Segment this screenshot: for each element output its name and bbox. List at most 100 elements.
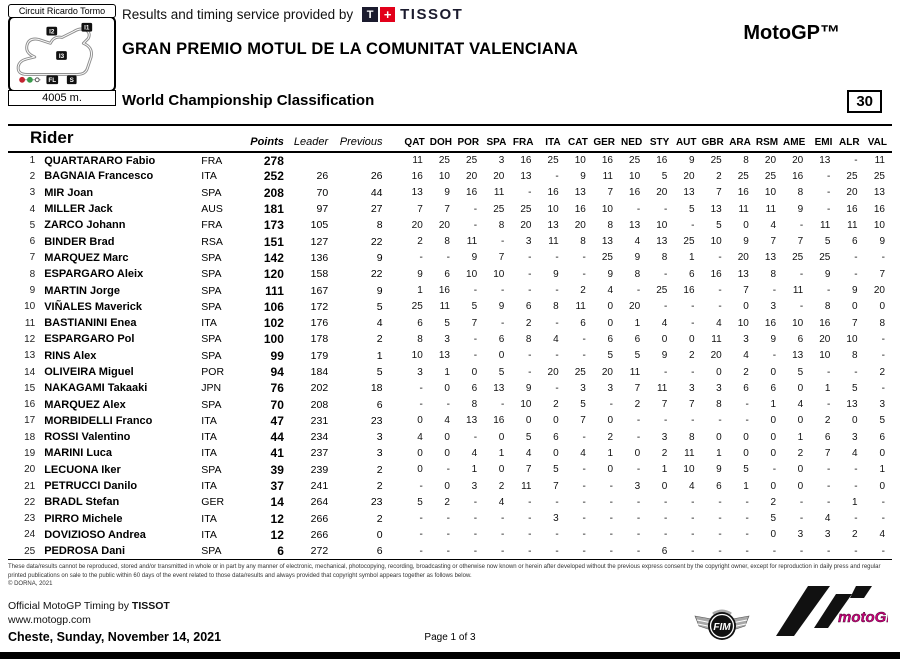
race-score: 0 — [879, 447, 885, 459]
race-score: 1 — [770, 399, 777, 411]
spacer — [387, 201, 403, 217]
spacer — [387, 331, 403, 347]
gap-to-previous — [332, 152, 386, 168]
race-score: 6 — [607, 333, 613, 345]
race-score: - — [636, 415, 641, 427]
race-score: 0 — [716, 431, 722, 443]
race-score: 0 — [797, 415, 804, 427]
rider-name: BASTIANINI Enea — [44, 317, 137, 330]
previous-column-header: Previous — [339, 136, 383, 148]
race-score: 0 — [553, 415, 559, 427]
race-score: 20 — [764, 155, 777, 167]
race-score: 20 — [629, 301, 641, 313]
race-score: 10 — [656, 219, 668, 231]
tissot-logo: T + TISSOT — [362, 6, 463, 23]
gap-to-leader: 264 — [310, 496, 329, 509]
gap-to-leader: 167 — [310, 284, 329, 297]
rider-name: QUARTARARO Fabio — [44, 154, 156, 167]
race-score: 9 — [607, 268, 613, 280]
race-score: 3 — [580, 382, 586, 394]
rider-name: LECUONA Iker — [44, 463, 121, 476]
race-score: 6 — [879, 431, 885, 443]
race-score: - — [636, 431, 641, 443]
race-score: 20 — [873, 285, 885, 297]
points-value: 99 — [270, 348, 284, 363]
rider-row: 8 ESPARGARO Aleix SPA 120 158 22 9 6 10 10 - 9 - 9 8 - 6… — [8, 266, 892, 282]
points-value: 106 — [263, 299, 284, 314]
points-value: 76 — [270, 381, 284, 396]
race-score: - — [664, 513, 668, 525]
race-score: - — [691, 529, 695, 541]
race-score: 7 — [824, 447, 831, 459]
race-score: 9 — [688, 155, 695, 167]
race-score: - — [691, 317, 695, 329]
race-score: 20 — [737, 252, 749, 264]
race-score: - — [827, 187, 831, 199]
nation-code: ITA — [201, 414, 217, 427]
race-score: 9 — [553, 268, 559, 280]
race-score: 13 — [873, 187, 885, 199]
spacer — [387, 250, 403, 266]
race-score: 16 — [520, 155, 532, 167]
timing-credit-brand: TISSOT — [131, 600, 170, 612]
race-score: 20 — [411, 219, 423, 231]
gap-to-previous: 0 — [376, 528, 383, 541]
race-score: - — [691, 545, 695, 557]
race-score: 1 — [797, 431, 804, 443]
race-score: - — [691, 219, 695, 231]
rider-name: MARINI Luca — [44, 447, 113, 460]
timing-credit: Official MotoGP Timing by TISSOT — [8, 600, 170, 612]
race-score: - — [582, 431, 586, 443]
race-score: 9 — [498, 301, 505, 313]
gap-to-leader: 176 — [310, 317, 329, 330]
race-score: 9 — [851, 285, 858, 297]
gap-to-previous: 5 — [376, 366, 383, 378]
race-score: 4 — [417, 431, 423, 443]
race-score: 0 — [525, 415, 532, 427]
nation-code: ITA — [201, 317, 217, 330]
spacer — [387, 315, 403, 331]
nation-code: GER — [201, 496, 225, 509]
race-score: - — [772, 545, 777, 557]
race-score: - — [827, 203, 831, 215]
race-score: - — [881, 496, 885, 508]
race-score: 2 — [716, 170, 722, 182]
position-number: 21 — [24, 480, 36, 492]
gap-to-previous: 3 — [376, 431, 383, 444]
race-column-header: AME — [783, 137, 806, 148]
race-column-header: ITA — [545, 137, 561, 148]
race-score: 8 — [661, 252, 668, 264]
race-score: - — [799, 513, 804, 525]
race-score: 6 — [525, 301, 532, 313]
race-score: 11 — [684, 447, 695, 459]
race-score: 5 — [770, 513, 777, 525]
race-score: 0 — [444, 382, 450, 394]
race-score: 0 — [851, 301, 858, 313]
race-score: 2 — [498, 480, 505, 492]
race-column-header: POR — [457, 137, 480, 148]
points-value: 252 — [263, 169, 284, 184]
race-score: 6 — [824, 431, 831, 443]
race-score: 1 — [471, 464, 478, 476]
race-score: 7 — [444, 203, 450, 215]
classification-table: Rider Points Leader Previous QAT DOH POR SP… — [8, 124, 892, 560]
gap-to-leader: 127 — [310, 235, 329, 248]
race-score: - — [745, 529, 749, 541]
race-score: - — [528, 350, 532, 362]
race-score: 4 — [851, 447, 858, 459]
rider-name: MORBIDELLI Franco — [44, 414, 153, 427]
race-score: 1 — [634, 317, 641, 329]
nation-code: SPA — [201, 268, 222, 281]
page-indicator: Page 1 of 3 — [424, 632, 476, 643]
race-score: 0 — [444, 480, 450, 492]
race-score: 6 — [417, 317, 423, 329]
race-score: - — [718, 415, 722, 427]
rider-row: 25 PEDROSA Dani SPA 6 272 6 - - - - - - - - - 6 - - - - - - - - — [8, 543, 892, 559]
race-score: 10 — [438, 170, 450, 182]
race-score: - — [473, 203, 478, 215]
gap-to-previous: 6 — [376, 545, 383, 558]
race-score: 3 — [417, 366, 423, 378]
points-value: 12 — [270, 527, 284, 542]
race-score: 8 — [851, 350, 858, 362]
race-score: - — [718, 301, 722, 313]
